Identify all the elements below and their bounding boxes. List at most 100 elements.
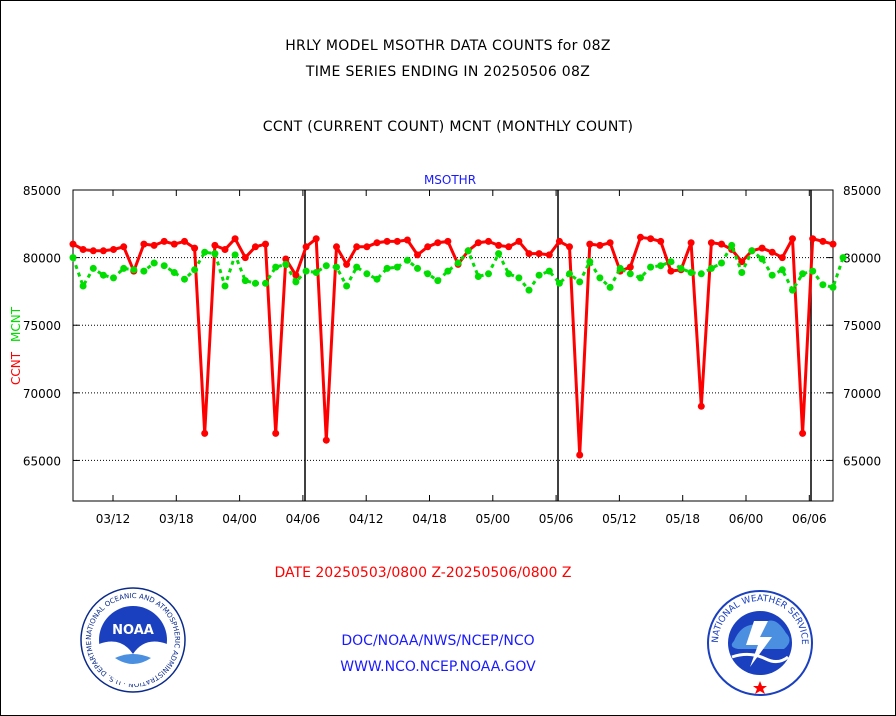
data-point-ccnt [667,267,675,275]
nws-star-icon [753,681,767,694]
data-point-mcnt [414,264,421,272]
data-point-ccnt [363,243,371,251]
data-point-ccnt [444,237,452,245]
data-point-ccnt [718,240,725,248]
data-point-mcnt [647,263,655,271]
noaa-logo: NATIONAL OCEANIC AND ATMOSPHERIC ADMINIS… [80,587,186,693]
data-point-ccnt [535,250,543,258]
data-point-ccnt [768,248,776,256]
data-point-mcnt [120,264,128,272]
data-point-mcnt [191,266,199,274]
data-point-mcnt [424,270,432,278]
data-point-mcnt [789,286,796,294]
x-tick-label: 03/12 [96,512,131,526]
data-point-ccnt [373,239,381,247]
data-point-ccnt [110,246,117,253]
data-point-ccnt [434,239,442,247]
x-tick-label: 06/06 [792,512,827,526]
data-point-mcnt [616,264,624,272]
x-tick-label: 04/00 [222,512,257,526]
data-point-ccnt [829,240,837,248]
data-point-mcnt [555,279,563,287]
data-point-mcnt [231,251,239,259]
data-point-mcnt [839,254,847,262]
x-tick-label: 04/12 [349,512,384,526]
y-tick-label-left: 75000 [23,319,61,333]
data-point-ccnt [687,239,695,247]
data-point-ccnt [262,240,269,248]
data-point-mcnt [434,277,442,285]
data-point-mcnt [201,248,209,256]
data-point-mcnt [809,267,817,275]
x-tick-label: 04/06 [286,512,321,526]
data-point-ccnt [576,451,584,459]
data-point-mcnt [444,267,452,275]
data-point-mcnt [363,270,371,278]
data-point-mcnt [819,281,827,289]
data-point-mcnt [728,241,736,249]
data-point-ccnt [191,244,199,252]
data-point-mcnt [140,267,148,275]
data-point-ccnt [241,254,249,262]
data-point-mcnt [799,270,807,278]
data-point-ccnt [505,243,513,251]
y-axis-label-ccnt: CCNT [9,351,23,385]
data-point-mcnt [464,247,472,255]
data-point-mcnt [272,263,280,271]
data-point-mcnt [474,273,482,280]
data-point-mcnt [302,267,310,275]
data-point-ccnt [160,237,168,245]
data-point-ccnt [566,243,573,251]
website-text: WWW.NCO.NCEP.NOAA.GOV [340,659,536,675]
data-point-ccnt [343,260,351,268]
data-point-ccnt [150,241,158,249]
y-tick-label-right: 75000 [843,319,881,333]
y-tick-label-right: 85000 [843,184,881,198]
data-point-ccnt [312,235,320,243]
data-point-ccnt [789,235,796,243]
data-point-mcnt [79,282,87,290]
chart-subtitle: CCNT (CURRENT COUNT) MCNT (MONTHLY COUNT… [262,119,634,135]
data-point-ccnt [697,402,705,410]
data-point-ccnt [495,241,503,249]
data-point-ccnt [251,243,259,251]
data-point-ccnt [140,240,148,248]
x-tick-label: 05/06 [539,512,574,526]
data-point-ccnt [758,244,766,252]
date-range: DATE 20250503/0800 Z-20250506/0800 Z [274,565,572,581]
x-tick-label: 05/18 [665,512,700,526]
data-point-mcnt [697,270,705,278]
org-path: DOC/NOAA/NWS/NCEP/NCO [341,633,535,649]
data-point-mcnt [170,269,178,276]
data-point-ccnt [738,258,746,266]
data-point-ccnt [333,243,340,251]
data-point-mcnt [505,270,513,278]
data-point-ccnt [272,429,280,437]
data-point-mcnt [160,262,168,270]
data-point-mcnt [181,275,188,283]
data-point-ccnt [322,436,330,444]
data-point-ccnt [586,240,594,248]
data-point-ccnt [69,240,77,248]
data-point-mcnt [454,259,462,267]
data-point-ccnt [515,237,523,245]
data-point-ccnt [353,243,361,251]
data-point-mcnt [657,262,665,270]
data-point-ccnt [403,236,411,244]
data-point-ccnt [626,263,634,271]
data-point-ccnt [393,237,401,245]
data-point-mcnt [829,283,837,291]
data-point-ccnt [555,237,563,245]
data-point-mcnt [758,255,766,263]
nws-logo: NATIONAL WEATHER SERVICE [707,590,813,696]
data-point-mcnt [677,264,685,272]
data-point-ccnt [231,235,239,243]
data-point-ccnt [707,239,715,247]
data-point-ccnt [211,241,219,249]
data-point-ccnt [525,250,533,258]
y-tick-label-right: 70000 [843,387,881,401]
data-point-mcnt [292,278,300,286]
data-point-mcnt [110,274,117,282]
grid-layer [73,190,833,501]
